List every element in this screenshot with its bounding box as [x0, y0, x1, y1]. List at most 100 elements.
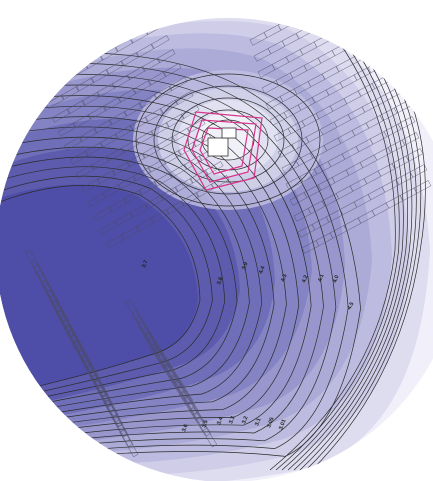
building-footprint: [373, 20, 392, 34]
contour-label: 3.01: [278, 419, 287, 431]
building-footprint: [81, 91, 101, 106]
building-footprint: [181, 390, 200, 415]
building-footprint: [180, 192, 200, 207]
building-footprint: [141, 57, 161, 72]
building-footprint: [323, 18, 342, 25]
building-footprint: [183, 155, 203, 170]
building-footprint: [123, 189, 143, 204]
building-footprint: [99, 220, 119, 235]
contour-line: [171, 97, 285, 183]
building-footprint: [320, 0, 337, 8]
building-footprint: [75, 77, 95, 92]
highlighted-building: [183, 111, 263, 191]
building-footprint: [117, 88, 137, 103]
building-footprint: [150, 209, 170, 224]
building-footprint: [165, 200, 185, 215]
building-footprint: [363, 43, 382, 58]
building-footprint: [90, 156, 110, 171]
building-footprint: [105, 60, 125, 75]
building-footprint: [141, 326, 160, 351]
building-footprint: [409, 164, 428, 178]
building-footprint: [147, 71, 167, 86]
building-footprint: [377, 36, 396, 50]
building-footprint: [104, 399, 124, 428]
building-footprint: [129, 116, 149, 131]
building-footprint: [117, 175, 137, 190]
building-footprint: [162, 150, 182, 165]
contour-label: 3.4: [216, 416, 225, 426]
building-footprint: [165, 113, 185, 128]
contour-line: [0, 84, 324, 453]
building-footprint: [132, 167, 152, 182]
building-footprint: [187, 401, 206, 426]
contour-label: 4.0: [332, 274, 340, 283]
building-footprint: [109, 409, 129, 438]
building-footprint: [159, 99, 179, 114]
building-footprint: [39, 80, 59, 95]
contour-label: 4.4: [258, 265, 267, 275]
building-footprint: [381, 52, 400, 66]
building-footprint: [352, 0, 369, 9]
building-footprint: [63, 136, 83, 151]
building-footprint: [413, 180, 432, 194]
contour-line: [0, 52, 361, 468]
building-footprint: [131, 310, 150, 335]
building-footprint: [120, 226, 140, 241]
building-footprint: [168, 164, 188, 179]
building-footprint: [87, 192, 107, 207]
building-footprint: [138, 181, 158, 196]
building-footprint: [147, 158, 167, 173]
building-footprint: [99, 133, 119, 148]
building-footprint: [144, 195, 164, 210]
building-footprint: [345, 35, 364, 49]
contour-label: 4.5: [347, 301, 356, 311]
building-footprint: [105, 234, 125, 249]
building-footprint: [171, 374, 190, 399]
building-footprint: [120, 52, 140, 67]
building-footprint: [137, 321, 156, 346]
contour-line: [299, 29, 417, 471]
contour-line: [0, 166, 226, 411]
building-footprint: [84, 142, 104, 157]
building-footprint: [175, 379, 194, 404]
contour-label: 3.8: [216, 276, 224, 285]
contour-line: [0, 136, 263, 427]
contour-label: 3.3: [228, 415, 236, 424]
building-footprint: [81, 178, 101, 193]
building-footprint: [355, 18, 374, 26]
building-footprint: [93, 206, 113, 221]
building-footprint: [90, 69, 110, 84]
building-footprint: [359, 27, 378, 42]
building-footprint: [366, 0, 383, 1]
contour-label: 4.3: [280, 273, 288, 282]
building-footprint: [135, 130, 155, 145]
building-footprint: [309, 18, 328, 32]
building-footprint: [153, 85, 173, 100]
contour-label: 3.9: [241, 261, 249, 270]
building-footprint: [93, 119, 113, 134]
contour-line: [0, 95, 312, 448]
building-footprint: [174, 178, 194, 193]
contour-line: [0, 146, 250, 422]
contour-line: [201, 119, 255, 161]
contour-line: [281, 29, 404, 471]
building-footprint: [177, 385, 196, 410]
building-footprint: [126, 153, 146, 168]
building-footprint: [125, 299, 144, 324]
building-footprint: [111, 74, 131, 89]
building-footprint: [177, 141, 197, 156]
contour-label: 3.5: [201, 419, 209, 428]
building-footprint: [119, 429, 139, 458]
building-footprint: [45, 94, 65, 109]
building-footprint: [78, 128, 98, 143]
building-footprint: [174, 91, 194, 106]
building-footprint: [114, 419, 134, 448]
building-footprint: [145, 331, 164, 356]
contour-line: [0, 63, 349, 463]
building-footprint: [144, 108, 164, 123]
building-footprint: [162, 63, 182, 78]
contour-label: 3.1: [254, 417, 262, 426]
building-footprint: [108, 111, 128, 126]
